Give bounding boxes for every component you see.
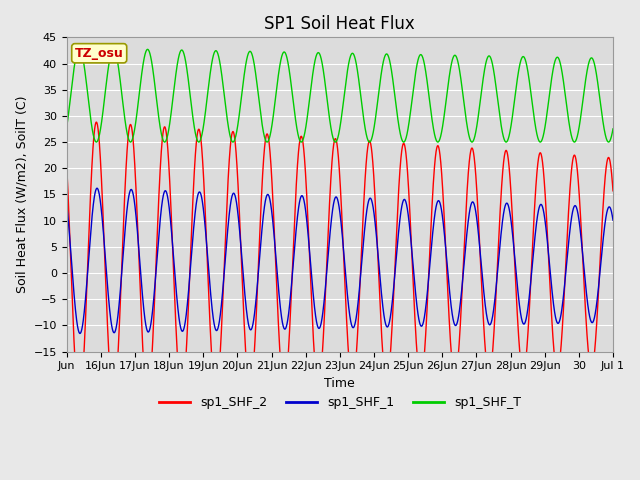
sp1_SHF_T [76, 45, 83, 51]
sp1_SHF_2 [93, 119, 100, 125]
Line: sp1_SHF_1: sp1_SHF_1 [67, 188, 613, 334]
sp1_SHF_T [419, 53, 426, 59]
sp1_SHF_2 [63, 162, 70, 168]
sp1_SHF_1 [512, 269, 520, 275]
Legend: sp1_SHF_2, sp1_SHF_1, sp1_SHF_T: sp1_SHF_2, sp1_SHF_1, sp1_SHF_T [154, 391, 526, 414]
Line: sp1_SHF_T: sp1_SHF_T [67, 48, 613, 142]
sp1_SHF_2 [512, 288, 520, 294]
sp1_SHF_T [390, 90, 398, 96]
sp1_SHF_2 [163, 129, 170, 134]
sp1_SHF_2 [272, 259, 280, 264]
sp1_SHF_1 [419, 323, 426, 328]
Line: sp1_SHF_2: sp1_SHF_2 [67, 122, 613, 402]
X-axis label: Time: Time [324, 377, 355, 390]
sp1_SHF_1 [93, 185, 101, 191]
sp1_SHF_1 [163, 189, 170, 194]
sp1_SHF_1 [390, 275, 398, 281]
sp1_SHF_2 [419, 373, 426, 379]
sp1_SHF_2 [609, 188, 617, 194]
sp1_SHF_1 [470, 203, 478, 208]
sp1_SHF_T [162, 138, 170, 144]
sp1_SHF_T [263, 139, 271, 145]
sp1_SHF_1 [76, 331, 84, 336]
sp1_SHF_1 [272, 251, 280, 256]
sp1_SHF_2 [390, 273, 398, 278]
sp1_SHF_T [609, 126, 617, 132]
sp1_SHF_2 [76, 399, 83, 405]
Text: TZ_osu: TZ_osu [75, 47, 124, 60]
sp1_SHF_1 [609, 217, 617, 223]
Y-axis label: Soil Heat Flux (W/m2), SoilT (C): Soil Heat Flux (W/m2), SoilT (C) [15, 96, 28, 293]
sp1_SHF_T [272, 94, 280, 100]
sp1_SHF_T [512, 85, 520, 91]
sp1_SHF_2 [470, 158, 478, 164]
sp1_SHF_1 [63, 201, 70, 207]
sp1_SHF_T [470, 134, 478, 140]
sp1_SHF_T [63, 124, 70, 130]
Title: SP1 Soil Heat Flux: SP1 Soil Heat Flux [264, 15, 415, 33]
